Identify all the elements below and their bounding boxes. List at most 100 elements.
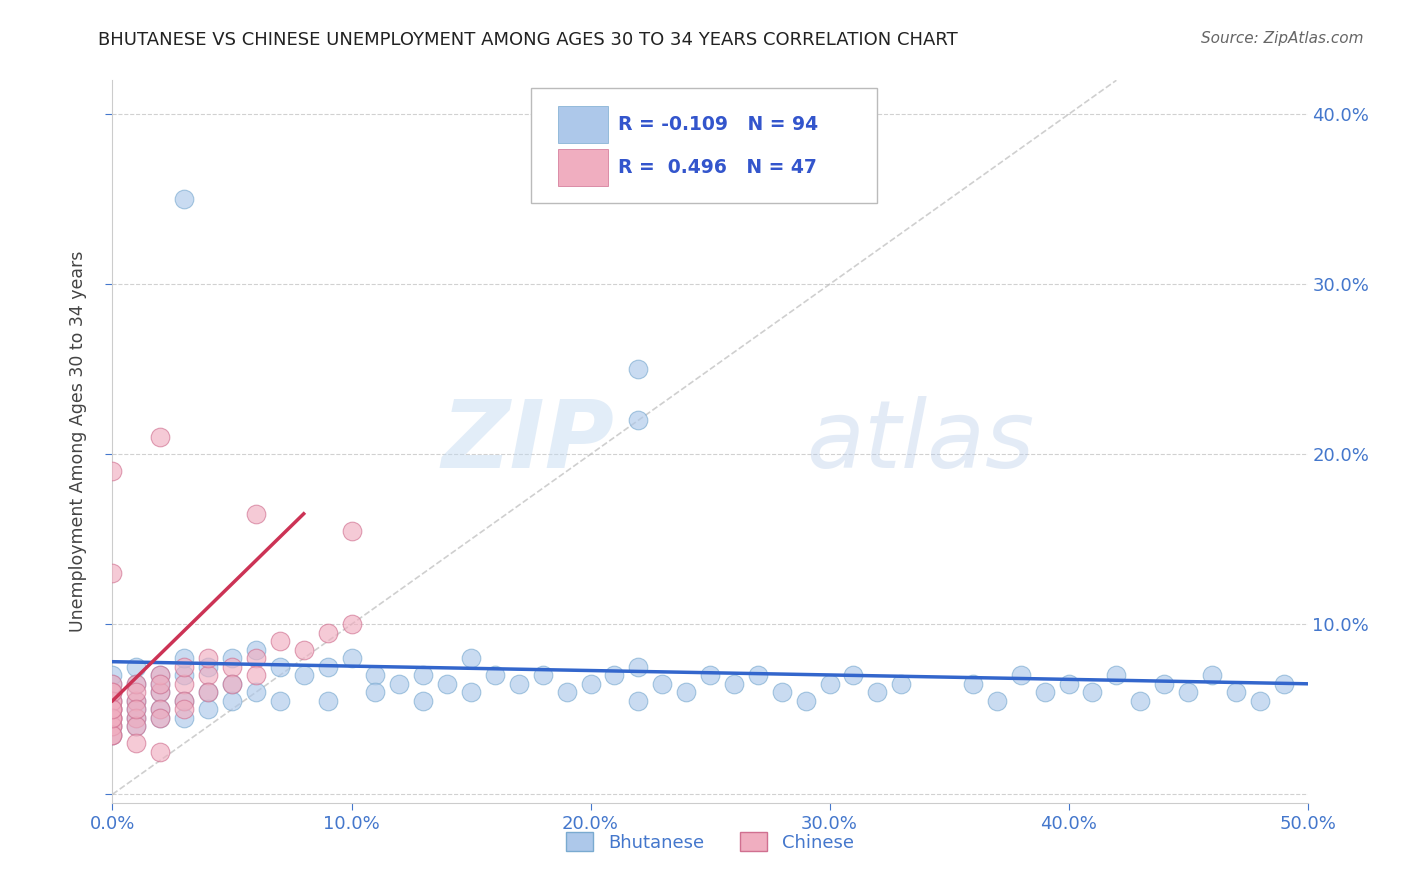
Point <box>125 736 148 750</box>
FancyBboxPatch shape <box>558 149 609 186</box>
Point <box>627 413 650 427</box>
Point <box>531 668 554 682</box>
Text: R =  0.496   N = 47: R = 0.496 N = 47 <box>619 158 817 178</box>
Point <box>340 651 363 665</box>
Point <box>197 660 219 674</box>
Point <box>125 694 148 708</box>
Point <box>101 702 124 716</box>
Point <box>125 677 148 691</box>
Point <box>1272 677 1295 691</box>
Point <box>101 728 124 742</box>
Point <box>364 685 387 699</box>
Point <box>316 660 339 674</box>
Point <box>436 677 458 691</box>
Point <box>173 660 195 674</box>
Point <box>579 677 602 691</box>
Point <box>747 668 769 682</box>
Point <box>125 694 148 708</box>
Point <box>1153 677 1175 691</box>
Point <box>125 685 148 699</box>
Point <box>269 634 291 648</box>
Point <box>173 651 195 665</box>
Point <box>101 694 124 708</box>
Point <box>1033 685 1056 699</box>
Point <box>292 642 315 657</box>
Point <box>101 728 124 742</box>
Point <box>1081 685 1104 699</box>
Point <box>412 694 434 708</box>
Point <box>173 711 195 725</box>
Point <box>149 711 172 725</box>
Point <box>890 677 912 691</box>
Point <box>101 694 124 708</box>
Point <box>508 677 530 691</box>
Point <box>221 651 243 665</box>
Point <box>316 694 339 708</box>
Point <box>245 507 267 521</box>
Point <box>101 677 124 691</box>
Point <box>149 702 172 716</box>
Point <box>125 719 148 733</box>
Point <box>818 677 841 691</box>
Point <box>460 685 482 699</box>
Point <box>149 685 172 699</box>
Point <box>221 660 243 674</box>
Point <box>292 668 315 682</box>
Point <box>269 660 291 674</box>
Point <box>555 685 578 699</box>
Point <box>101 719 124 733</box>
Point <box>101 677 124 691</box>
Point <box>101 694 124 708</box>
Point <box>627 694 650 708</box>
Point <box>1057 677 1080 691</box>
Point <box>723 677 745 691</box>
Point <box>101 566 124 581</box>
Point <box>794 694 817 708</box>
Point <box>101 711 124 725</box>
Point <box>197 685 219 699</box>
Point <box>364 668 387 682</box>
Point <box>603 668 626 682</box>
Point <box>101 711 124 725</box>
Point <box>101 464 124 478</box>
Point <box>651 677 673 691</box>
Point <box>125 711 148 725</box>
Point <box>101 711 124 725</box>
Point <box>173 694 195 708</box>
Point <box>340 524 363 538</box>
Point <box>1177 685 1199 699</box>
Point <box>125 702 148 716</box>
Point <box>149 430 172 444</box>
Point <box>986 694 1008 708</box>
Point <box>149 702 172 716</box>
Point <box>1249 694 1271 708</box>
Point <box>149 668 172 682</box>
Point <box>101 719 124 733</box>
Point <box>101 668 124 682</box>
Point <box>125 719 148 733</box>
Text: Source: ZipAtlas.com: Source: ZipAtlas.com <box>1201 31 1364 46</box>
Point <box>627 660 650 674</box>
Point <box>1129 694 1152 708</box>
Point <box>675 685 697 699</box>
Point <box>1201 668 1223 682</box>
Point <box>770 685 793 699</box>
Point <box>269 694 291 708</box>
Point <box>173 694 195 708</box>
Point <box>101 685 124 699</box>
Point <box>866 685 889 699</box>
Point <box>101 702 124 716</box>
Point <box>173 668 195 682</box>
Point <box>149 677 172 691</box>
Text: ZIP: ZIP <box>441 395 614 488</box>
Point <box>962 677 984 691</box>
Point <box>197 651 219 665</box>
Point <box>173 677 195 691</box>
Point <box>101 685 124 699</box>
FancyBboxPatch shape <box>558 105 609 143</box>
Legend: Bhutanese, Chinese: Bhutanese, Chinese <box>560 825 860 859</box>
Point <box>149 668 172 682</box>
Point <box>101 711 124 725</box>
Point <box>101 702 124 716</box>
Point <box>221 677 243 691</box>
